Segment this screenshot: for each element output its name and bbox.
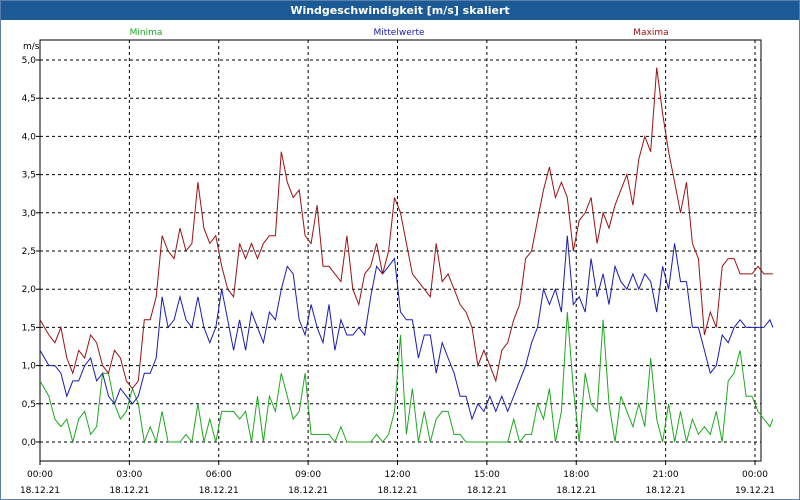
y-tick-label: 3,0 <box>22 209 37 219</box>
y-tick-label: 2,5 <box>22 247 36 257</box>
x-tick-date-label: 19.12.21 <box>735 486 775 496</box>
x-tick-time-label: 00:00 <box>27 470 53 480</box>
x-tick-time-label: 00:00 <box>742 470 768 480</box>
x-tick-time-label: 03:00 <box>116 470 142 480</box>
x-tick-time-label: 15:00 <box>474 470 500 480</box>
x-tick-time-label: 06:00 <box>206 470 232 480</box>
x-tick-date-label: 18.12.21 <box>109 486 149 496</box>
x-tick-date-label: 18.12.21 <box>20 486 60 496</box>
legend-maxima: Maxima <box>633 28 668 38</box>
x-tick-date-label: 18.12.21 <box>199 486 239 496</box>
axis-ticks: 0,0 0,5 1,0 1,5 2,0 2,5 3,0 3,5 4,0 4,5 5,0 00:00 18… <box>20 56 775 496</box>
x-tick-time-label: 12:00 <box>385 470 411 480</box>
mittelwerte-series-line <box>39 235 774 421</box>
minima-series-line <box>39 312 774 444</box>
y-tick-label: 0,0 <box>22 438 37 448</box>
y-tick-label: 5,0 <box>22 56 37 66</box>
x-tick-date-label: 18.12.21 <box>556 486 596 496</box>
y-tick-label: 0,5 <box>22 400 36 410</box>
window-title: Windgeschwindigkeit [m/s] skaliert <box>1 1 799 20</box>
y-axis-unit-label: m/s <box>23 42 40 52</box>
y-tick-label: 4,0 <box>22 132 37 142</box>
y-tick-label: 1,0 <box>22 362 37 372</box>
wind-speed-chart: 0,0 0,5 1,0 1,5 2,0 2,5 3,0 3,5 4,0 4,5 5,0 00:00 18… <box>20 28 775 496</box>
x-tick-time-label: 21:00 <box>653 470 679 480</box>
y-tick-label: 1,5 <box>22 323 36 333</box>
x-tick-time-label: 09:00 <box>295 470 321 480</box>
x-tick-date-label: 18.12.21 <box>467 486 507 496</box>
maxima-series-line <box>39 67 773 390</box>
legend-mittelwerte: Mittelwerte <box>373 28 424 38</box>
y-tick-label: 3,5 <box>22 171 36 181</box>
x-tick-date-label: 18.12.21 <box>646 486 686 496</box>
y-tick-label: 2,0 <box>22 285 37 295</box>
legend-minima: Minima <box>130 28 163 38</box>
x-tick-date-label: 18.12.21 <box>288 486 328 496</box>
data-series <box>39 67 774 444</box>
grid-lines <box>39 40 761 461</box>
x-tick-time-label: 18:00 <box>563 470 589 480</box>
x-tick-date-label: 18.12.21 <box>377 486 417 496</box>
y-tick-label: 4,5 <box>22 94 36 104</box>
